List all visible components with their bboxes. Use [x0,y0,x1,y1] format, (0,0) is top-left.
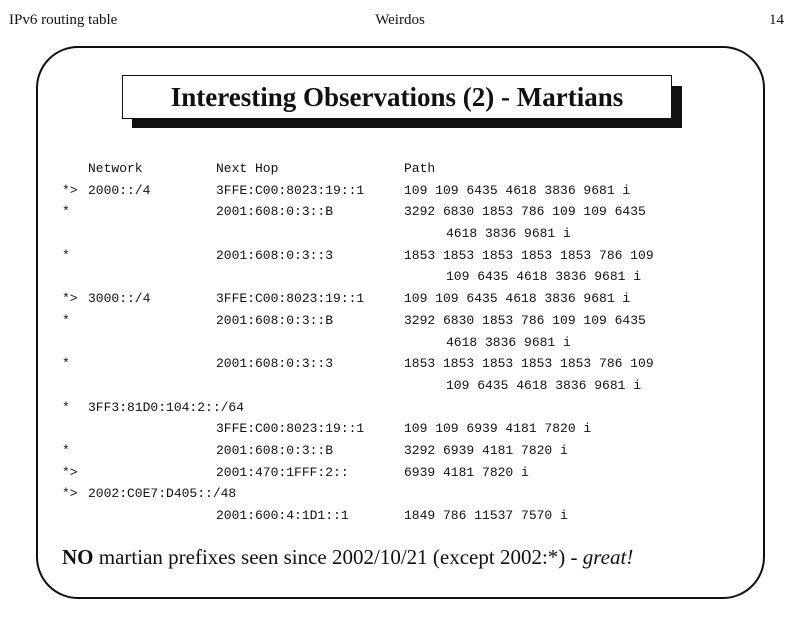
route-status: * [62,247,70,263]
route-path: 109 109 6939 4181 7820 i [404,421,592,437]
route-status: * [62,204,70,220]
route-status: *> [62,182,78,198]
route-next-hop: 2001:608:0:3::3 [216,247,334,263]
route-network: 3000::/4 [88,291,151,307]
footer-note: NO martian prefixes seen since 2002/10/2… [62,545,633,570]
route-next-hop: 3FFE:C00:8023:19::1 [216,421,365,437]
route-path: 6939 4181 7820 i [404,464,529,480]
route-path-continuation: 4618 3836 9681 i [446,226,571,242]
route-next-hop: 2001:600:4:1D1::1 [216,508,349,523]
route-path: 3292 6939 4181 7820 i [404,442,568,458]
slide-frame [36,46,765,599]
route-status: *> [62,291,78,307]
header-section-title: Weirdos [375,12,425,28]
route-path: 109 109 6435 4618 3836 9681 i [404,291,631,307]
route-next-hop: 3FFE:C00:8023:19::1 [216,291,365,307]
route-next-hop: 2001:608:0:3::B [216,204,334,220]
route-path-continuation: 109 6435 4618 3836 9681 i [446,377,642,393]
page-number: 14 [769,12,784,28]
route-network: 3FF3:81D0:104:2::/64 [88,399,245,415]
route-path: 1853 1853 1853 1853 1853 786 109 [404,247,654,263]
route-next-hop: 2001:470:1FFF:2:: [216,464,349,480]
route-network: 2000::/4 [88,182,151,198]
route-status: * [62,399,70,415]
footer-text: martian prefixes seen since 2002/10/21 (… [93,545,583,569]
column-header-next-hop: Next Hop [216,161,279,176]
footer-italic: great! [582,545,634,569]
route-path: 1849 786 11537 7570 i [404,508,568,523]
column-header-path: Path [404,161,436,176]
slide-title: Interesting Observations (2) - Martians [122,75,672,119]
route-path-continuation: 109 6435 4618 3836 9681 i [446,269,642,285]
route-path: 1853 1853 1853 1853 1853 786 109 [404,356,654,372]
route-path: 109 109 6435 4618 3836 9681 i [404,182,631,198]
route-status: * [62,312,70,328]
route-network: 2002:C0E7:D405::/48 [88,486,237,502]
route-next-hop: 2001:608:0:3::B [216,312,334,328]
route-status: * [62,356,70,372]
route-next-hop: 2001:608:0:3::B [216,442,334,458]
route-status: *> [62,464,78,480]
header-topic: IPv6 routing table [9,12,118,28]
route-path: 3292 6830 1853 786 109 109 6435 [404,312,646,328]
route-next-hop: 3FFE:C00:8023:19::1 [216,182,365,198]
route-path-continuation: 4618 3836 9681 i [446,334,571,350]
route-next-hop: 2001:608:0:3::3 [216,356,334,372]
column-header-network: Network [88,161,143,176]
route-path: 3292 6830 1853 786 109 109 6435 [404,204,646,220]
route-status: *> [62,486,78,502]
footer-bold: NO [62,545,94,569]
route-status: * [62,442,70,458]
